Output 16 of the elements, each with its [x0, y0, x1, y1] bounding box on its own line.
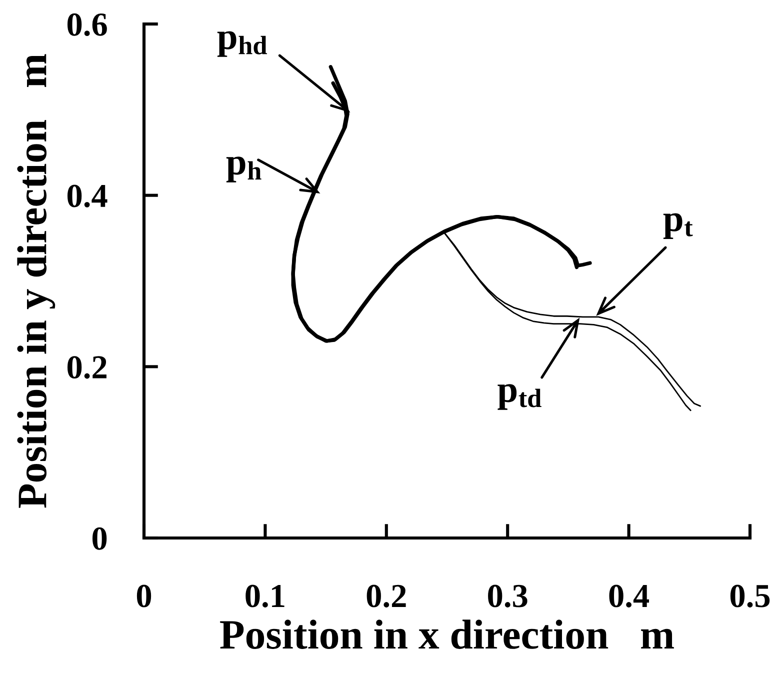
- x-axis-title: Position in x direction m: [220, 620, 674, 649]
- annotation: p$_{td}$: [498, 384, 542, 410]
- x-tick-label: 0: [136, 584, 152, 608]
- x-tick-label: 0.1: [246, 584, 284, 608]
- y-tick-label: 0.4: [67, 184, 108, 208]
- annotation: p$_{t}$: [663, 213, 693, 239]
- x-tick-label: 0.2: [366, 584, 406, 608]
- annotation: p$_{h}$: [226, 156, 262, 182]
- y-axis-title: Position in y direction m: [17, 54, 56, 508]
- x-tick-label: 0.3: [488, 584, 528, 608]
- x-tick-label: 0.5: [730, 584, 770, 608]
- y-tick-label: 0: [92, 527, 107, 550]
- x-tick-label: 0.4: [609, 584, 650, 608]
- y-tick-label: 0.2: [67, 356, 106, 379]
- y-tick-label: 0.6: [67, 13, 107, 36]
- annotation: p$_{hd}$: [217, 31, 267, 57]
